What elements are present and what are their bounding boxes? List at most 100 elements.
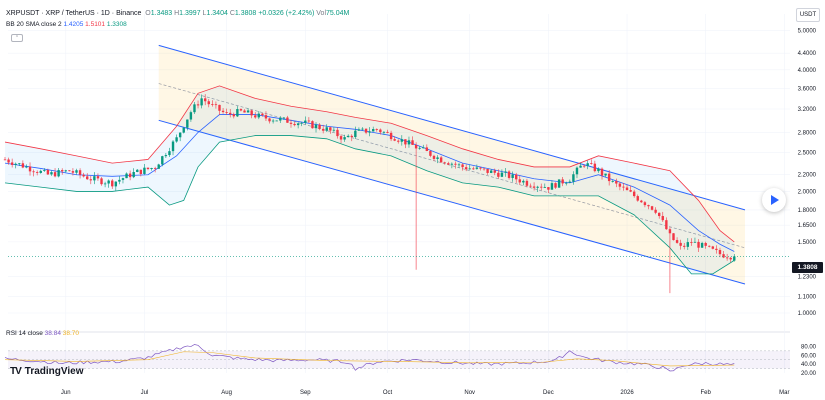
- candle-body: [311, 121, 314, 129]
- time-tick-label: 2026: [620, 390, 634, 396]
- candle-body: [279, 118, 282, 121]
- candle-body: [518, 179, 521, 183]
- axes: 5.0000 4.4000 4.0000 3.6000 3.2000 2.8000 2.50…: [61, 29, 817, 396]
- candle-body: [464, 167, 468, 170]
- candle-body: [254, 115, 257, 118]
- time-tick-label: Nov: [464, 390, 475, 396]
- candle-body: [422, 147, 425, 149]
- candle-body: [540, 186, 543, 188]
- candle-body: [536, 186, 539, 188]
- candle-body: [725, 257, 729, 259]
- candle-body: [203, 98, 207, 102]
- candle-body: [75, 170, 78, 173]
- candle-body: [78, 170, 82, 175]
- candle-body: [118, 179, 121, 182]
- candle-body: [636, 196, 639, 201]
- candle-body: [547, 187, 550, 190]
- low-label: L: [202, 10, 207, 17]
- change-value: +0.0326 (+2.42%): [258, 10, 315, 17]
- candle-body: [211, 104, 214, 105]
- channel-mid-line: [158, 83, 746, 249]
- candle-body: [382, 131, 386, 133]
- candle-body: [286, 117, 289, 123]
- candle-body: [404, 139, 407, 145]
- price-tick-label: 2.2000: [798, 173, 817, 179]
- candle-body: [139, 169, 143, 174]
- candle-body: [125, 173, 128, 179]
- candle-body: [450, 163, 454, 165]
- high-label: H: [174, 10, 180, 17]
- candle-body: [350, 135, 353, 138]
- candle-body: [207, 101, 210, 105]
- bb-lower-line: [4, 135, 735, 275]
- currency-button[interactable]: USDT: [796, 8, 820, 22]
- candle-body: [400, 139, 404, 142]
- candle-body: [268, 118, 271, 122]
- candle-body: [522, 180, 525, 183]
- candle-body: [28, 166, 32, 172]
- close-value: 1.3808: [234, 10, 257, 17]
- candle-body: [325, 127, 328, 131]
- price-tick-label: 1.5000: [798, 240, 817, 246]
- candle-body: [282, 117, 286, 119]
- rsi-tick-label: 60.00: [801, 353, 817, 359]
- candle-body: [372, 129, 375, 132]
- candle-body: [554, 183, 557, 188]
- rsi-line: [4, 344, 735, 372]
- collapse-legend-icon[interactable]: ⌃: [11, 34, 23, 42]
- candle-body: [511, 174, 514, 178]
- candle-body: [164, 155, 168, 157]
- candle-body: [300, 122, 303, 124]
- candle-body: [150, 168, 153, 170]
- candle-body: [68, 170, 71, 172]
- time-tick-label: Feb: [701, 390, 712, 396]
- candle-body: [579, 165, 582, 168]
- candle-body: [368, 131, 371, 133]
- rsi-legend[interactable]: RSI 14 close 38.84 38.70: [6, 330, 79, 337]
- candle-body: [189, 112, 193, 120]
- candle-body: [178, 132, 182, 138]
- candle-body: [243, 110, 246, 113]
- candle-body: [715, 248, 718, 251]
- candle-body: [264, 115, 268, 119]
- rsi-tick-label: 80.00: [801, 344, 817, 350]
- candle-body: [3, 159, 7, 161]
- candle-body: [472, 168, 475, 170]
- symbol-title[interactable]: XRPUSDT · XRP / TetherUS · 1D · Binance: [6, 10, 142, 17]
- candle-body: [379, 129, 382, 133]
- time-tick-label: Jul: [141, 390, 149, 396]
- candle-body: [650, 206, 654, 210]
- bb-basis-line: [4, 114, 735, 252]
- bb-upper-value: 1.4205: [63, 21, 84, 28]
- candle-body: [632, 191, 636, 197]
- candle-body: [261, 113, 264, 116]
- bb-legend[interactable]: BB 20 SMA close 2 1.4205 1.5101 1.3308: [6, 21, 127, 28]
- candle-body: [729, 257, 732, 260]
- candle-body: [454, 163, 457, 165]
- candle-body: [146, 167, 150, 170]
- tradingview-brand[interactable]: TV TradingView: [10, 366, 84, 377]
- candle-body: [332, 129, 336, 131]
- candle-body: [354, 130, 357, 138]
- candle-body: [718, 250, 722, 255]
- candle-body: [690, 242, 693, 243]
- candle-body: [339, 136, 343, 140]
- candle-body: [722, 254, 725, 258]
- candle-body: [136, 169, 139, 173]
- candle-body: [497, 172, 500, 177]
- candle-body: [171, 141, 175, 152]
- candle-body: [96, 176, 100, 179]
- candle-body: [572, 174, 575, 182]
- price-tick-label: 2.8000: [798, 130, 817, 136]
- candle-body: [661, 216, 664, 221]
- candle-body: [153, 168, 157, 169]
- candle-body: [50, 172, 53, 175]
- candle-body: [14, 163, 17, 165]
- candle-body: [157, 164, 160, 169]
- candle-body: [89, 179, 92, 181]
- candle-body: [397, 140, 400, 142]
- candle-body: [225, 112, 228, 113]
- play-icon[interactable]: [762, 188, 786, 212]
- rsi-pane: [4, 344, 790, 372]
